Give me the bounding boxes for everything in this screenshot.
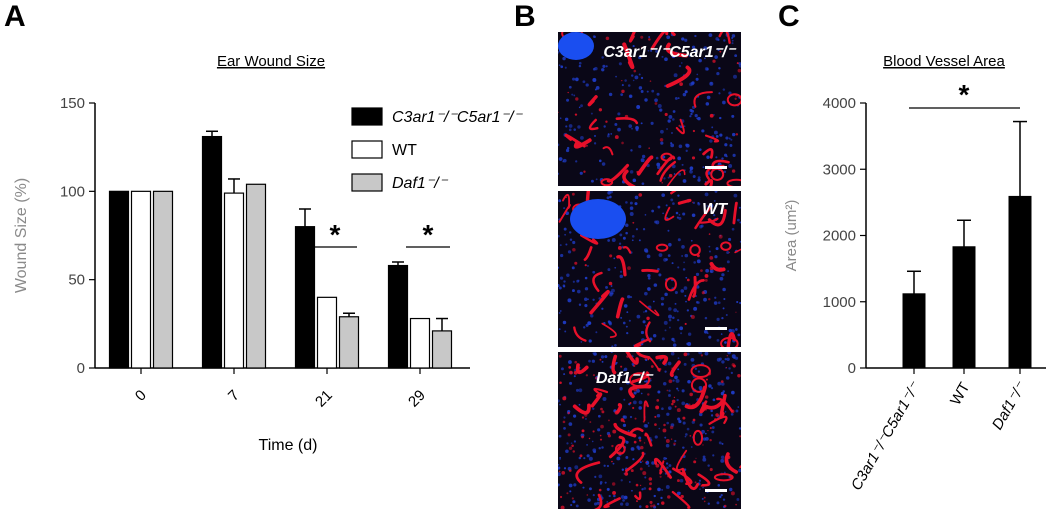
chart-a-legend-label-daf1: Daf1⁻/⁻	[392, 175, 449, 192]
chart-a-xtick-label-0: 0	[132, 387, 150, 405]
blood-vessel-area-chart: Blood Vessel Area 0 1000 2000 3000 4000 Area (…	[783, 53, 1046, 494]
chart-a-legend-label-c3ar1-c5ar1: C3ar1⁻/⁻C5ar1⁻/⁻	[392, 109, 523, 126]
chart-a-bar-wt-21	[316, 296, 338, 369]
chart-a-bar-c3ar1-c5ar1-0	[108, 190, 130, 369]
chart-c-bar-wt	[952, 246, 976, 369]
chart-c-ytick-label-3000: 3000	[823, 161, 856, 178]
micrograph-label-wt: WT	[702, 201, 727, 218]
chart-a-bar-wt-0	[130, 190, 152, 369]
chart-c-bar-c3ar1-c5ar1	[902, 293, 926, 369]
chart-a-title: Ear Wound Size	[217, 53, 325, 70]
scale-bar-2	[705, 489, 727, 492]
panel-label-a: A	[4, 0, 26, 33]
micrograph-texture-2	[558, 352, 741, 509]
chart-c-ytick-label-1000: 1000	[823, 294, 856, 311]
chart-a-xtick-label-29: 29	[405, 387, 429, 411]
micrograph-label-daf1: Daf1⁻/⁻	[596, 370, 653, 387]
chart-c-ytick-label-4000: 4000	[823, 95, 856, 112]
chart-c-title: Blood Vessel Area	[883, 53, 1005, 70]
chart-a-bar-wt-29	[409, 317, 431, 369]
chart-a-y-axis-label: Wound Size (%)	[13, 178, 30, 293]
chart-a-bar-daf1-7	[245, 183, 267, 369]
chart-a-bar-daf1-29	[431, 330, 453, 369]
chart-a-bar-wt-7	[223, 192, 245, 369]
chart-a-ytick-label-150: 150	[60, 95, 85, 112]
micrograph-daf1: Daf1⁻/⁻	[558, 352, 741, 509]
chart-a-bar-daf1-21	[338, 316, 360, 369]
chart-c-ytick-label-2000: 2000	[823, 228, 856, 245]
chart-a-xtick-label-21: 21	[312, 387, 336, 411]
panel-label-c: C	[778, 0, 800, 33]
chart-c-xtick-label-daf1: Daf1⁻/⁻	[989, 379, 1030, 433]
chart-a-ytick-label-100: 100	[60, 183, 85, 200]
micrograph-texture-0	[558, 32, 741, 186]
chart-a-ytick-label-50: 50	[68, 272, 85, 289]
chart-c-y-axis-label: Area (um²)	[783, 200, 800, 272]
chart-a-legend-swatch-c3ar1-c5ar1	[351, 107, 383, 126]
chart-a-legend-swatch-daf1	[351, 173, 383, 192]
chart-c-ytick-label-0: 0	[848, 360, 856, 377]
chart-a-bar-c3ar1-c5ar1-21	[294, 226, 316, 369]
scale-bar-1	[705, 327, 727, 330]
micrograph-label-knockout: C3ar1⁻/⁻C5ar1⁻/⁻	[603, 44, 735, 61]
chart-c-xtick-label-c3ar1-c5ar1: C3ar1⁻/⁻C5ar1⁻/⁻	[848, 379, 924, 494]
chart-c-xtick-label-wt: WT	[947, 380, 973, 409]
panel-label-b: B	[514, 0, 536, 33]
chart-c-bar-daf1	[1008, 195, 1032, 369]
chart-a-significance-star-29: *	[423, 219, 434, 250]
chart-a-xtick-label-7: 7	[225, 387, 243, 405]
chart-c-significance-star: *	[959, 79, 970, 110]
chart-a-x-axis-label: Time (d)	[259, 437, 318, 454]
chart-a-bar-daf1-0	[152, 190, 174, 369]
chart-a-legend-label-wt: WT	[392, 142, 417, 159]
chart-a-bar-c3ar1-c5ar1-7	[201, 135, 223, 369]
micrograph-knockout: C3ar1⁻/⁻C5ar1⁻/⁻	[558, 32, 741, 186]
chart-a-legend-swatch-wt	[351, 140, 383, 159]
chart-a-bar-c3ar1-c5ar1-29	[387, 264, 409, 369]
chart-a-ytick-label-0: 0	[77, 360, 85, 377]
wound-size-chart: Ear Wound Size 0 50 100 150 Wound Size (%) 0 7 2…	[13, 53, 523, 454]
micrograph-texture-1	[558, 191, 741, 347]
scale-bar-0	[705, 166, 727, 169]
micrograph-wt: WT	[558, 191, 741, 347]
chart-a-significance-star-21: *	[330, 219, 341, 250]
